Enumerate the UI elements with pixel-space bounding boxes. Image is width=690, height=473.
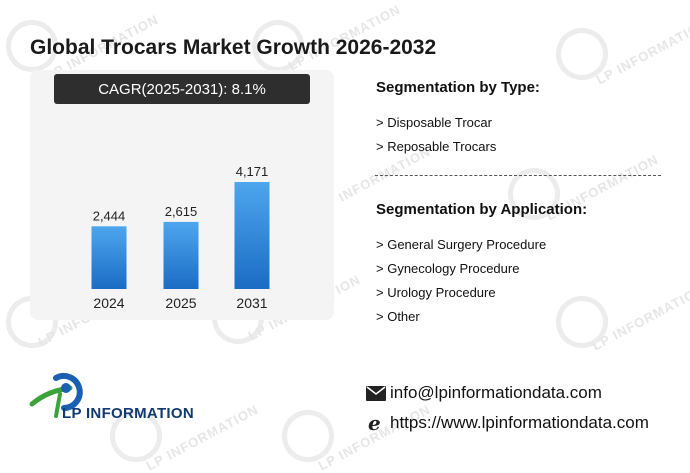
- segment-type-item: > Disposable Trocar: [376, 115, 492, 130]
- website-text[interactable]: https://www.lpinformationdata.com: [390, 413, 649, 432]
- cagr-badge: CAGR(2025-2031): 8.1%: [54, 74, 310, 104]
- watermark-logo-icon: [546, 18, 618, 90]
- segment-application-item: > Urology Procedure: [376, 285, 496, 300]
- segmentation-type-heading: Segmentation by Type:: [376, 79, 540, 96]
- segment-type-item: > Reposable Trocars: [376, 139, 497, 154]
- envelope-icon: [366, 385, 386, 401]
- watermark-logo-icon: [272, 400, 344, 472]
- x-tick-label: 2024: [93, 295, 124, 311]
- browser-e-icon: e: [366, 413, 386, 433]
- email-text[interactable]: info@lpinformationdata.com: [390, 383, 602, 402]
- bar-value-label: 4,171: [236, 164, 269, 179]
- segment-application-item: > Other: [376, 309, 420, 324]
- page-title: Global Trocars Market Growth 2026-2032: [30, 36, 437, 59]
- brand-name: LP INFORMATION: [62, 405, 194, 422]
- section-divider: [375, 175, 661, 176]
- bar-value-label: 2,615: [165, 204, 198, 219]
- bar-2024: [91, 226, 127, 289]
- segmentation-application-heading: Segmentation by Application:: [376, 201, 588, 218]
- bar-value-label: 2,444: [93, 208, 126, 223]
- bar-2031: [234, 182, 270, 289]
- contact-website[interactable]: e https://www.lpinformationdata.com: [366, 413, 649, 433]
- segment-application-item: > Gynecology Procedure: [376, 261, 520, 276]
- svg-text:e: e: [368, 413, 381, 433]
- contact-email[interactable]: info@lpinformationdata.com: [366, 383, 602, 403]
- bar-2025: [163, 221, 199, 289]
- watermark-logo-icon: [498, 158, 570, 230]
- watermark-logo-icon: [546, 286, 618, 358]
- segment-application-item: > General Surgery Procedure: [376, 237, 547, 252]
- bar-chart: 2,444 2024 2,615 2025 4,171 2031: [91, 164, 270, 311]
- lp-information-logo-icon: [29, 373, 83, 418]
- x-tick-label: 2031: [236, 295, 267, 311]
- x-tick-label: 2025: [165, 295, 196, 311]
